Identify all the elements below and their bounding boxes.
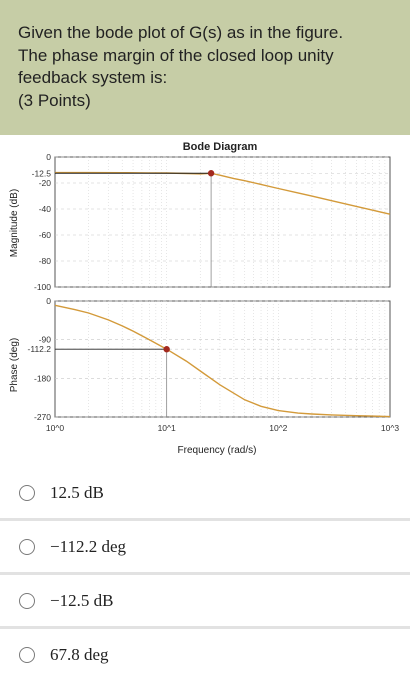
- question-panel: Given the bode plot of G(s) as in the fi…: [0, 0, 410, 455]
- option-divider: [0, 518, 410, 521]
- x-tick-label: 10^0: [46, 423, 64, 433]
- radio-button-1[interactable]: [19, 485, 35, 501]
- y-tick-label: -80: [39, 256, 52, 266]
- answer-option-3[interactable]: −12.5 dB: [0, 576, 410, 626]
- y-tick-label: -12.5: [32, 168, 52, 178]
- option-1-label: 12.5 dB: [50, 483, 104, 502]
- y-tick-label: -20: [39, 178, 52, 188]
- radio-button-2[interactable]: [19, 539, 35, 555]
- y-tick-label: -90: [39, 335, 52, 345]
- bode-figure: Bode Diagram Magnitude (dB) Phase (deg) …: [0, 135, 410, 455]
- answer-option-1[interactable]: 12.5 dB: [0, 468, 410, 518]
- x-tick-label: 10^2: [269, 423, 287, 433]
- chart-title: Bode Diagram: [183, 141, 258, 153]
- question-line: The phase margin of the closed loop unit…: [18, 45, 334, 65]
- x-axis-label: Frequency (rad/s): [178, 445, 257, 455]
- answer-option-2[interactable]: −112.2 deg: [0, 522, 410, 572]
- question-line: Given the bode plot of G(s) as in the fi…: [18, 23, 344, 42]
- option-3-label: −12.5 dB: [50, 591, 114, 610]
- answer-option-4[interactable]: 67.8 deg: [0, 630, 410, 680]
- option-divider: [0, 572, 410, 575]
- question-text: Given the bode plot of G(s) as in the fi…: [18, 22, 398, 112]
- data-point: [207, 170, 215, 177]
- y-tick-label: -112.2: [28, 344, 52, 354]
- points-label: (3 Points): [18, 90, 91, 110]
- y-tick-label: -100: [34, 282, 51, 292]
- magnitude-axis-label: Magnitude (dB): [9, 189, 20, 257]
- y-tick-label: -180: [34, 373, 51, 383]
- option-divider: [0, 626, 410, 629]
- bode-chart: Bode Diagram Magnitude (dB) Phase (deg) …: [9, 141, 400, 455]
- chart-layer: 0 -12.5-20 -40 -60 -80 -100 0 -90-112.2 -180 -270…: [28, 152, 400, 433]
- bode-curve: [54, 304, 391, 418]
- radio-button-4[interactable]: [19, 647, 35, 663]
- y-tick-label: 0: [46, 296, 51, 306]
- x-tick-label: 10^1: [158, 423, 176, 433]
- data-point: [163, 346, 170, 353]
- y-tick-label: -270: [34, 412, 51, 422]
- question-line: feedback system is:: [18, 68, 168, 87]
- plot-frame: [54, 156, 391, 288]
- y-tick-label: -40: [39, 204, 52, 214]
- x-tick-label: 10^3: [381, 423, 399, 433]
- y-tick-label: -60: [39, 230, 52, 240]
- radio-button-3[interactable]: [19, 593, 35, 609]
- option-2-label: −112.2 deg: [50, 537, 127, 556]
- option-4-label: 67.8 deg: [50, 645, 109, 664]
- phase-axis-label: Phase (deg): [9, 338, 20, 392]
- y-tick-label: 0: [46, 152, 51, 162]
